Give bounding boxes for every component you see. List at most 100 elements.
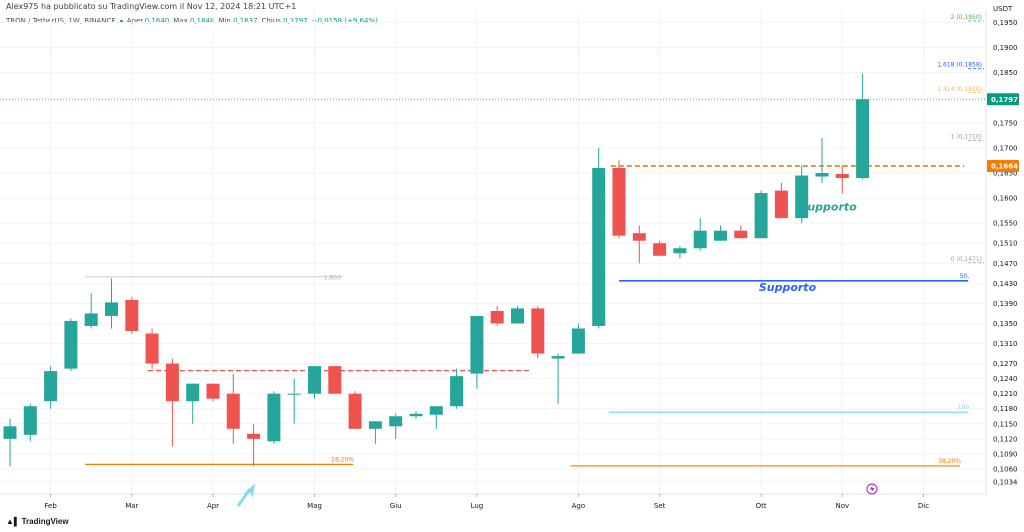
candle-body[interactable] [3,426,17,439]
price-tick-label: 0,1510 [993,240,1018,248]
tradingview-logo-text: TradingView [21,517,69,526]
fib-level-label: 1 (0,1710) [951,133,982,140]
price-tick-label: 0,1550 [993,220,1018,228]
candle-body[interactable] [470,315,484,374]
high-label: Max. [173,17,190,25]
price-tick-label: 0,1850 [993,69,1018,77]
candle-body[interactable] [815,173,829,177]
annotation-text[interactable]: Supporto [759,281,817,294]
candle-body[interactable] [348,393,362,429]
horizontal-line-label: 38,20% [938,458,961,465]
candle-body[interactable] [835,174,849,179]
price-tick-label: 0,1390 [993,300,1018,308]
candle-body[interactable] [64,320,78,369]
candle-body[interactable] [490,310,504,324]
candle-body[interactable] [774,190,788,219]
candle-body[interactable] [125,299,139,331]
candle-body[interactable] [247,433,261,439]
time-axis: Feb Mar Apr Mag Giu Lug Ago Set Ott Nov Dic [0,493,986,510]
fib-level-label: 1,414 (0,1810) [937,86,982,93]
candle-body[interactable] [714,230,727,241]
month-label: Feb [44,502,57,510]
candle-body[interactable] [328,366,342,394]
price-tick-label: 0,1060 [993,465,1018,473]
price-tick-label: 0,1700 [993,144,1018,152]
drawing-lines: 2 (0,1950) 1,618 (0,1858) 1,414 (0,1810) 1 … [0,14,986,467]
price-tags: 0,1797 0,1664 [987,93,1019,172]
month-label: Giu [390,502,402,510]
candle-body[interactable] [165,363,179,402]
candle-body[interactable] [409,413,423,417]
candle-body[interactable] [673,248,687,254]
candle-body[interactable] [145,333,159,364]
price-tick-label: 0,1150 [993,420,1018,428]
open-label: Aper. [126,17,145,25]
candle-body[interactable] [592,167,606,326]
price-axis: USDT 0,19500,19000,18500,18000,17500,170… [985,5,1018,494]
candle-body[interactable] [450,376,464,407]
candle-body[interactable] [693,230,707,249]
tradingview-logo[interactable]: ▲▌ TradingView [6,517,69,526]
candle-body[interactable] [754,193,768,239]
high-value: 0,1848 [189,17,215,25]
price-tag-label: 0,1797 [991,96,1018,104]
open-value: 0,1640 [144,17,170,25]
low-value: 0,1637 [233,17,258,25]
candle-body[interactable] [389,416,403,427]
symbol-legend: TRON / TetherUS, 1W, BINANCE Aper.0,1640 M… [6,17,378,25]
lightning-icon [870,485,875,493]
candle-body[interactable] [186,383,200,402]
month-label: Dic [918,502,929,510]
market-status-dot-icon [119,19,123,23]
candle-body[interactable] [571,328,585,354]
candle-body[interactable] [429,406,443,415]
candle-body[interactable] [267,393,281,442]
candle-body[interactable] [23,406,37,435]
candle-body[interactable] [653,243,667,256]
fib-level-label: 2 (0,1950) [951,14,982,21]
candle-body[interactable] [795,175,809,219]
horizontal-line-label: 28,20% [331,456,354,463]
event-marker-icon[interactable] [866,483,878,495]
currency-label: USDT [993,5,1013,13]
candle-body[interactable] [206,383,220,399]
candle-body[interactable] [531,308,545,354]
candles [3,73,870,467]
price-tick-label: 0,1950 [993,19,1018,27]
price-tick-label: 0,1034 [993,478,1018,486]
price-tick-label: 0,1090 [993,450,1018,458]
month-label: Mar [125,502,138,510]
candle-body[interactable] [44,371,58,402]
candle-body[interactable] [368,421,382,429]
candle-body[interactable] [308,366,321,394]
candle-body[interactable] [226,393,240,429]
candle-body[interactable] [511,308,524,324]
candle-body[interactable] [287,393,301,395]
candle-body[interactable] [105,302,118,316]
price-tick-label: 0,1750 [993,119,1018,127]
month-label: Mag [307,502,322,510]
fib-level-label: 0 (0,1471) [951,256,982,263]
change-value: +0,0158 (+9,64%) [311,17,378,25]
price-tick-label: 0,1650 [993,170,1018,178]
price-tick-label: 0,1180 [993,405,1018,413]
publisher-caption: Alex975 ha pubblicato su TradingView.com… [6,2,297,11]
candle-body[interactable] [632,233,646,241]
close-value: 0,1797 [283,17,308,25]
candle-body[interactable] [612,167,626,236]
price-tick-label: 0,1430 [993,280,1018,288]
price-tick-label: 0,1270 [993,360,1018,368]
candle-body[interactable] [856,99,870,179]
price-tick-label: 0,1310 [993,340,1018,348]
symbol-name[interactable]: TRON / TetherUS, 1W, BINANCE [6,17,116,25]
fib-level-label: 1,618 (0,1858) [937,62,982,69]
candle-body[interactable] [551,356,565,359]
month-label: Ott [756,502,767,510]
candle-body[interactable] [734,230,748,239]
arrow-shaft [236,488,252,507]
candle-body[interactable] [84,313,98,326]
markers [236,483,878,507]
price-tick-label: 0,1900 [993,44,1018,52]
annotation-text[interactable]: Supporto [799,201,857,214]
